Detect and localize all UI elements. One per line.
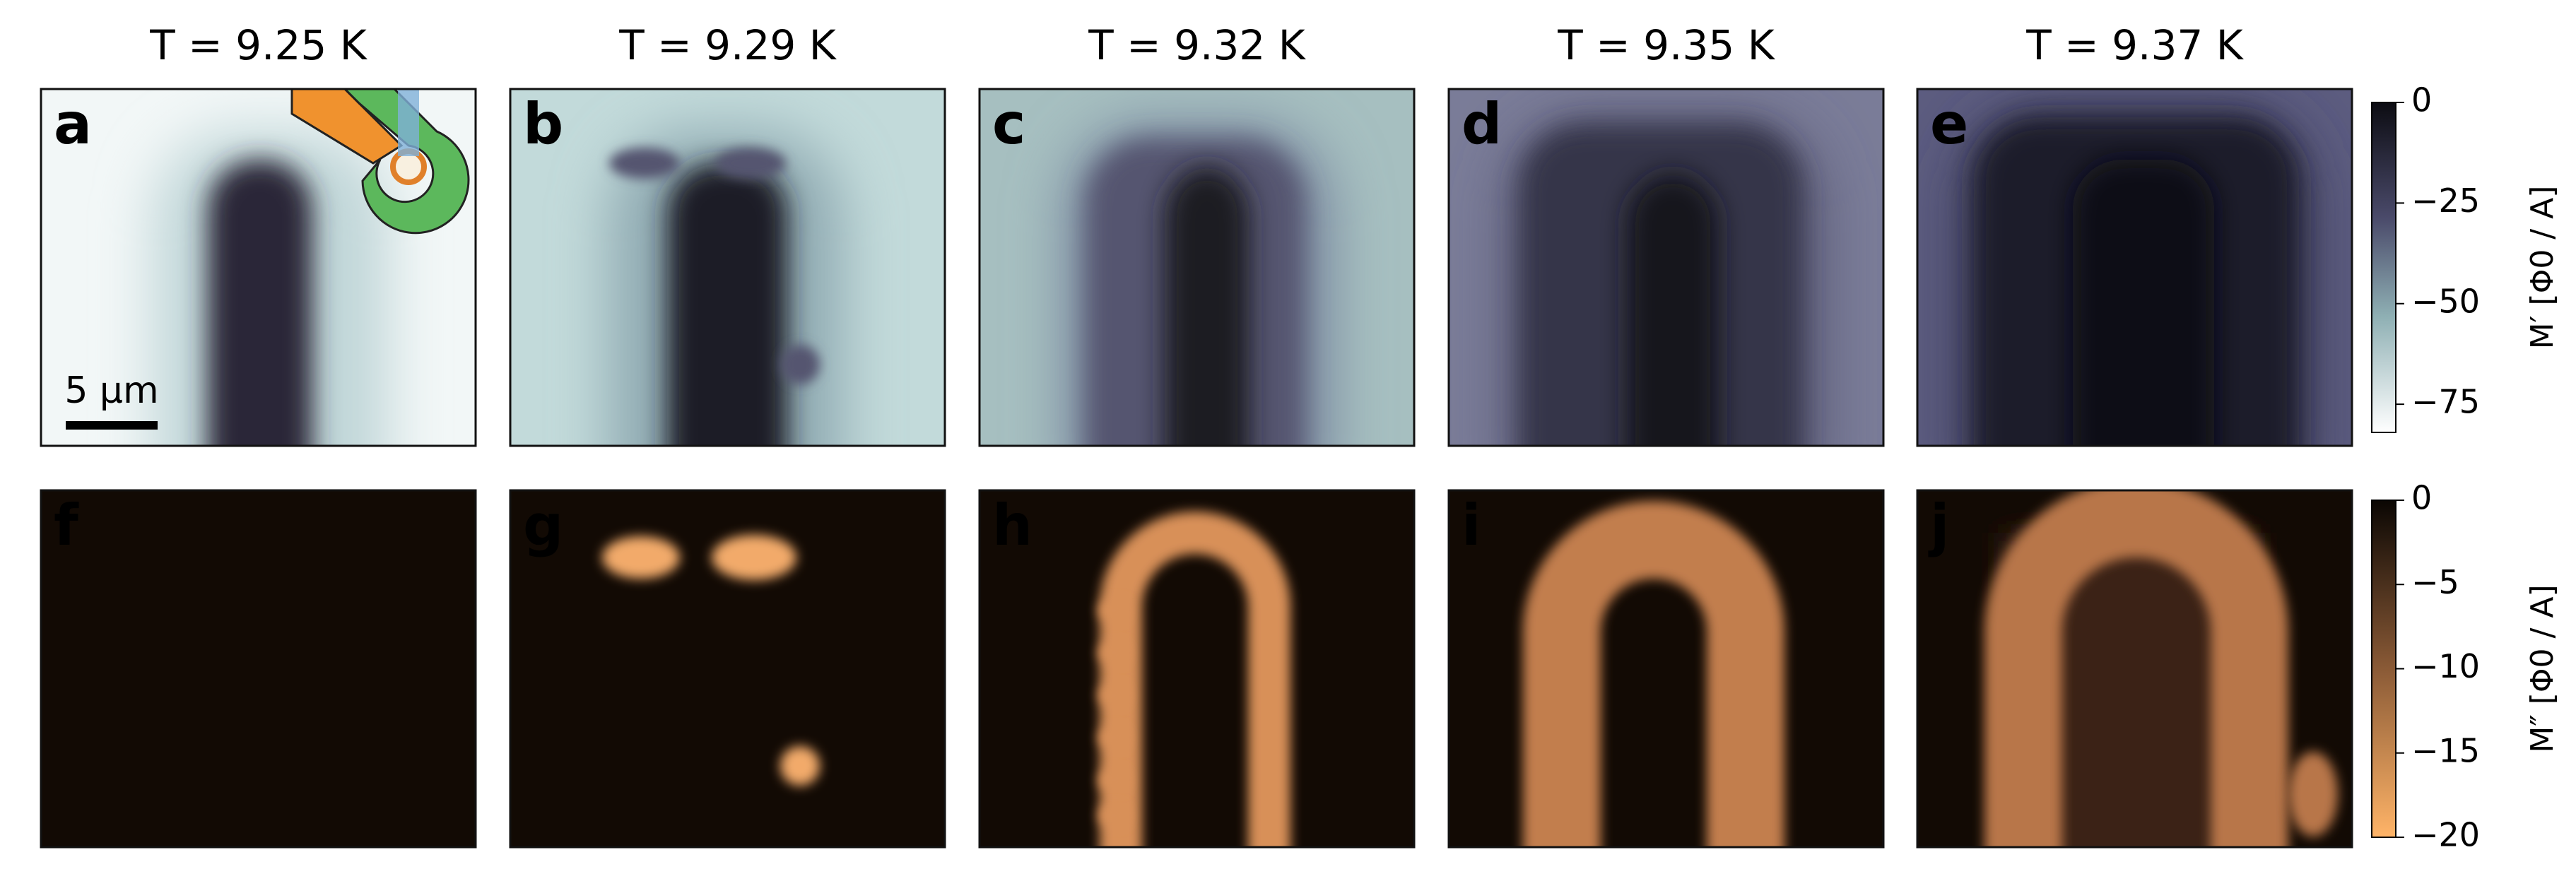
sensor-lead (290, 89, 404, 165)
image-panel: h (978, 489, 1416, 849)
panel-label: e (1930, 91, 1968, 157)
lead (398, 89, 419, 156)
image (510, 490, 945, 847)
panel-label: c (992, 91, 1025, 157)
blob (609, 148, 680, 179)
panel-label: g (523, 492, 563, 558)
image (980, 490, 1414, 847)
image-panel: c T = 9.32 K (978, 21, 1416, 447)
image-panel: 5 μm a T = 9.25 K (40, 21, 477, 447)
frame (1916, 489, 2353, 849)
image (41, 89, 476, 446)
frame (40, 489, 477, 849)
panel-title: T = 9.25 K (149, 21, 367, 69)
panel-label: f (54, 492, 79, 558)
tick-label: −25 (2411, 182, 2480, 220)
dissipation-ring (1523, 501, 1784, 847)
tick-label: −20 (2411, 816, 2480, 854)
tick-label: −10 (2411, 647, 2480, 685)
tick-label: 0 (2411, 81, 2432, 119)
blob (712, 535, 796, 580)
panel-title: T = 9.29 K (618, 21, 837, 69)
panel-label: i (1462, 492, 1481, 558)
frame (1447, 88, 1885, 447)
blob (1098, 769, 1129, 791)
sensor-loop (343, 89, 470, 235)
image (41, 490, 476, 847)
colorbar (2371, 500, 2396, 838)
tick-label: 0 (2411, 479, 2432, 517)
scale-bar (66, 421, 158, 430)
blob (715, 148, 786, 179)
image-panel: d T = 9.35 K (1447, 21, 1885, 447)
blob (1098, 726, 1129, 749)
sample-core (208, 160, 312, 446)
colorbar-label: M″ [Φ0 / A] (2524, 584, 2560, 752)
blob (1098, 599, 1129, 622)
image (1917, 89, 2352, 446)
image-panel: i (1447, 489, 1885, 849)
frame (1447, 489, 1885, 849)
blob (602, 536, 680, 579)
sample-core (1627, 174, 1719, 446)
frame (509, 88, 946, 447)
sample-core (1165, 167, 1249, 446)
scale-bar-label: 5 μm (64, 370, 158, 412)
image-panel: f (40, 489, 477, 849)
frame (509, 489, 946, 849)
image (1449, 490, 1883, 847)
panel-label: a (54, 91, 92, 157)
frame (978, 489, 1416, 849)
dissipation-ring (1984, 490, 2288, 847)
panel-title: T = 9.32 K (1088, 21, 1306, 69)
sample-core (2073, 160, 2214, 446)
colorbar-label: M′ [Φ0 / A] (2524, 186, 2560, 350)
background (41, 490, 476, 847)
frame (1916, 88, 2353, 447)
tick-label: −5 (2411, 563, 2459, 601)
frame (978, 88, 1416, 447)
tick-label: −50 (2411, 282, 2480, 320)
image-panel: b T = 9.29 K (509, 21, 946, 447)
image (1449, 89, 1883, 446)
colorbar (2371, 102, 2396, 433)
panel-label: d (1462, 91, 1502, 157)
blob (1098, 804, 1129, 827)
tick-label: −75 (2411, 383, 2480, 421)
blob (1098, 684, 1129, 707)
blob (780, 746, 820, 786)
image-panel: g (509, 489, 946, 849)
blob (1098, 642, 1129, 664)
panel-title: T = 9.35 K (1557, 21, 1775, 69)
dissipation-ring (1100, 512, 1290, 847)
image-panel: e T = 9.37 K (1916, 21, 2353, 447)
image (510, 89, 945, 446)
frame (40, 88, 477, 447)
panel-label: j (1928, 492, 1949, 558)
image (980, 89, 1414, 446)
panel-label: h (992, 492, 1033, 558)
blob (780, 345, 820, 384)
sample-core (667, 163, 787, 446)
image (1917, 490, 2352, 847)
panel-title: T = 9.37 K (2025, 21, 2244, 69)
tick-label: −15 (2411, 731, 2480, 769)
blob (2288, 752, 2338, 837)
panel-label: b (523, 91, 563, 157)
image-panel: j (1916, 489, 2353, 849)
